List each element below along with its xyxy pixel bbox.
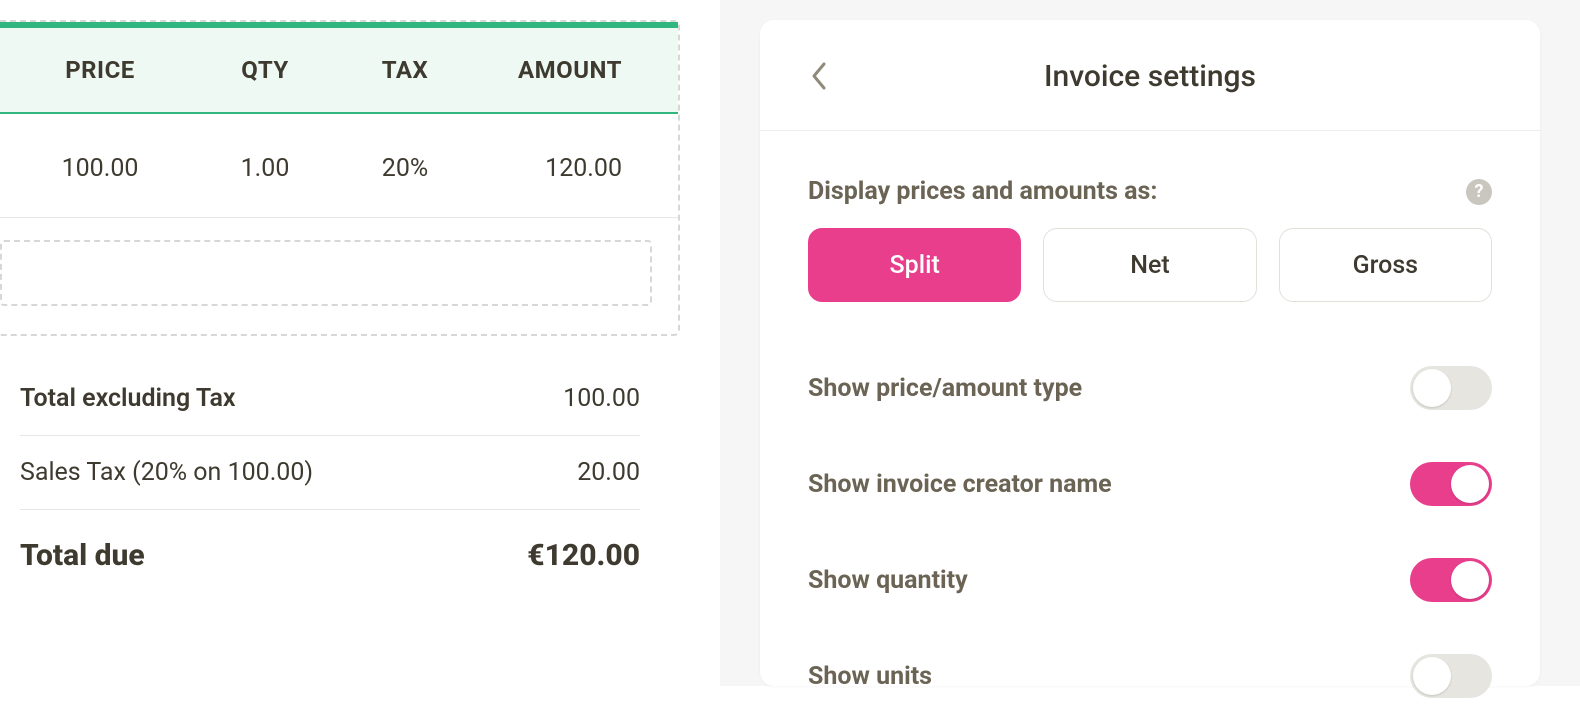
invoice-totals: Total excluding Tax 100.00 Sales Tax (20… [0,336,680,573]
settings-body: Display prices and amounts as: ? Split N… [760,131,1540,724]
toggle-knob [1451,561,1489,599]
display-mode-label-row: Display prices and amounts as: ? [808,177,1492,206]
total-due: Total due €120.00 [20,510,640,573]
toggle-show-qty[interactable] [1410,558,1492,602]
toggle-show-type[interactable] [1410,366,1492,410]
total-sales-label: Sales Tax (20% on 100.00) [20,458,313,487]
total-due-value: €120.00 [527,538,640,573]
toggle-label-show-creator: Show invoice creator name [808,470,1112,499]
total-excl-tax: Total excluding Tax 100.00 [20,384,640,436]
toggle-row-show-type: Show price/amount type [808,340,1492,436]
display-mode-segmented: Split Net Gross [808,228,1492,302]
settings-sidebar: Invoice settings Display prices and amou… [720,0,1580,686]
col-header-price: PRICE [0,56,200,84]
cell-amount: 120.00 [480,154,652,183]
invoice-table-wrap: PRICE QTY TAX AMOUNT 100.00 1.00 20% 120… [0,20,680,336]
chevron-left-icon [810,60,830,92]
invoice-preview: PRICE QTY TAX AMOUNT 100.00 1.00 20% 120… [0,0,720,686]
settings-title: Invoice settings [760,59,1540,94]
toggle-row-show-qty: Show quantity [808,532,1492,628]
total-excl-value: 100.00 [563,384,640,413]
toggle-knob [1413,657,1451,695]
toggle-row-show-creator: Show invoice creator name [808,436,1492,532]
toggle-label-show-qty: Show quantity [808,566,968,595]
settings-panel: Invoice settings Display prices and amou… [760,20,1540,686]
add-line-placeholder[interactable] [0,240,652,306]
cell-tax: 20% [330,154,480,183]
invoice-table-header: PRICE QTY TAX AMOUNT [0,22,678,114]
option-gross[interactable]: Gross [1279,228,1492,302]
option-net[interactable]: Net [1043,228,1256,302]
total-due-label: Total due [20,538,145,573]
col-header-amount: AMOUNT [480,56,652,84]
total-sales-value: 20.00 [577,458,640,487]
toggle-label-show-units: Show units [808,662,932,691]
help-glyph: ? [1475,181,1484,202]
toggle-knob [1413,369,1451,407]
settings-header: Invoice settings [760,20,1540,131]
col-header-tax: TAX [330,56,480,84]
col-header-qty: QTY [200,56,330,84]
cell-price: 100.00 [0,154,200,183]
back-button[interactable] [800,56,840,96]
option-split[interactable]: Split [808,228,1021,302]
cell-qty: 1.00 [200,154,330,183]
toggle-label-show-type: Show price/amount type [808,374,1082,403]
toggle-row-show-units: Show units [808,628,1492,724]
help-icon[interactable]: ? [1466,179,1492,205]
toggle-knob [1451,465,1489,503]
total-sales-tax: Sales Tax (20% on 100.00) 20.00 [20,436,640,510]
toggle-show-creator[interactable] [1410,462,1492,506]
display-mode-label: Display prices and amounts as: [808,177,1157,206]
toggle-show-units[interactable] [1410,654,1492,698]
total-excl-label: Total excluding Tax [20,384,236,413]
invoice-line-item[interactable]: 100.00 1.00 20% 120.00 [0,114,678,218]
